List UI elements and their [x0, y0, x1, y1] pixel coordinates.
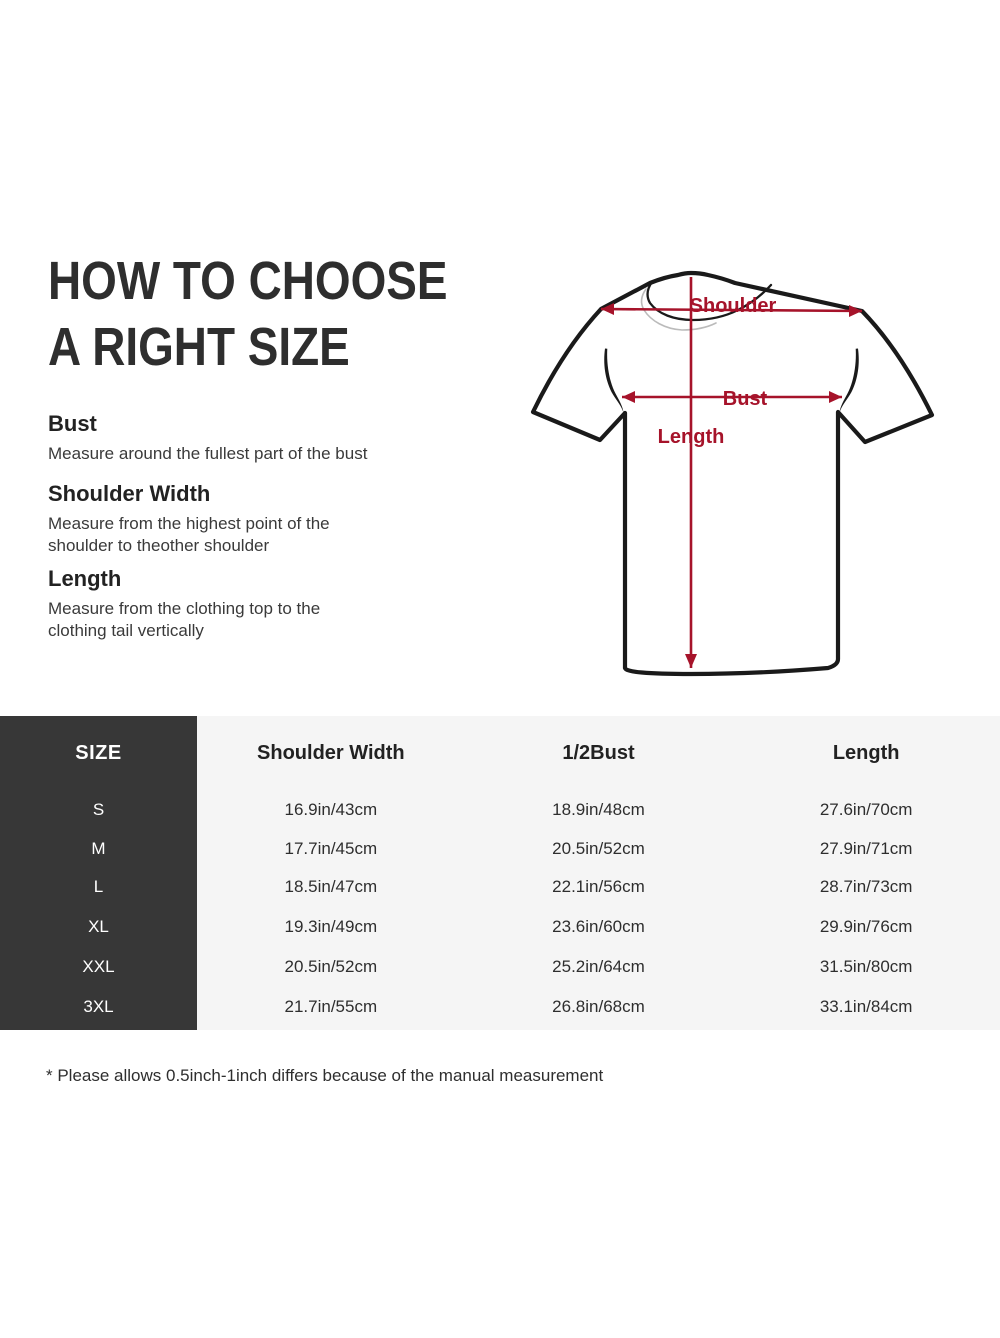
svg-text:Length: Length — [658, 426, 725, 448]
svg-text:Shoulder: Shoulder — [690, 295, 777, 317]
svg-text:Bust: Bust — [723, 388, 768, 410]
